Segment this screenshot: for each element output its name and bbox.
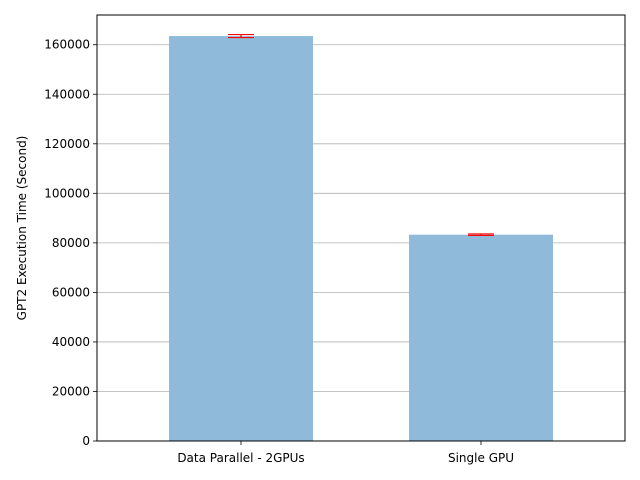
x-tick-label: Data Parallel - 2GPUs [177,451,304,465]
x-axis-ticks: Data Parallel - 2GPUs Single GPU [177,441,514,465]
x-tick-label: Single GPU [448,451,514,465]
error-bar [228,33,254,39]
bar [409,234,553,441]
y-axis-ticks: 0 20000 40000 60000 80000 100000 120000 140000 1… [44,38,97,448]
bar [169,36,313,441]
y-tick-label: 160000 [44,38,90,52]
y-tick-label: 20000 [52,384,90,398]
y-tick-label: 40000 [52,335,90,349]
y-tick-label: 100000 [44,186,90,200]
y-tick-label: 80000 [52,236,90,250]
error-bar [468,233,494,237]
bars [169,36,553,441]
y-axis-label: GPT2 Execution Time (Second) [15,136,29,321]
axes-frame [96,14,626,442]
y-tick-label: 0 [82,434,90,448]
y-tick-label: 120000 [44,137,90,151]
y-tick-label: 60000 [52,285,90,299]
error-bars [228,33,494,237]
y-tick-label: 140000 [44,87,90,101]
